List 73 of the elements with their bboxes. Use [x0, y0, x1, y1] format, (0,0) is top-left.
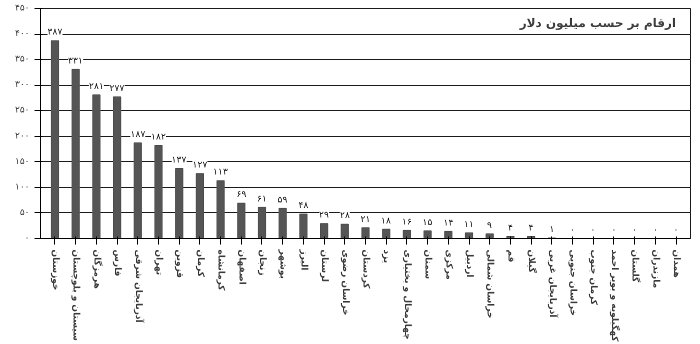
y-tick-label: ۰	[24, 234, 30, 244]
x-tick-label: گلستان	[630, 250, 642, 284]
x-tick-label: البرز	[298, 248, 308, 270]
x-tick-label: قزوین	[174, 250, 184, 278]
x-tick-label: هرمزگان	[91, 250, 104, 289]
x-tick-label: مازندران	[650, 250, 660, 288]
text: ارقام بر حسب میلیون دلار	[518, 16, 676, 30]
y-tick-label: ۲۵۰	[15, 106, 30, 116]
y-tick-label: ۲۰۰	[15, 131, 30, 142]
data-label: ۲۸	[340, 210, 350, 220]
data-label: ۱۱۳	[213, 166, 228, 177]
x-tick-label: قم	[505, 250, 516, 263]
x-tick-label: گیلان	[526, 250, 538, 274]
x-tick-label: مرکزی	[443, 250, 454, 280]
data-label: ۴	[528, 222, 534, 232]
data-label: ۱۵	[422, 216, 433, 227]
data-label: ۰	[590, 224, 596, 234]
x-tick-label: خراسان رضوی	[340, 250, 350, 316]
x-tick-label: خراسان شمالی	[484, 250, 495, 318]
x-tick-label: کرمانشاه	[216, 250, 226, 292]
data-label: ۰	[632, 224, 638, 234]
x-tick-label: همدان	[671, 250, 682, 278]
y-tick-label: ۴۰۰	[15, 29, 30, 40]
data-label: ۳۸۷	[47, 26, 62, 37]
x-tick-label: سیستان و بلوچستان	[70, 250, 81, 342]
x-tick-label: کرمان جنوب	[588, 250, 598, 306]
x-tick-label: آذربایجان غربی	[546, 250, 559, 318]
data-label: ۰	[652, 224, 658, 234]
x-tick-label: کرمان	[194, 250, 205, 278]
y-tick-label: ۴۵۰	[15, 4, 30, 14]
y-tick-label: ۳۰۰	[15, 80, 30, 90]
x-tick-label: یزد	[381, 250, 392, 264]
data-label: ۰	[570, 224, 576, 234]
data-label: ۱۶	[402, 216, 412, 226]
y-tick-label: ۱۵۰	[15, 156, 30, 167]
data-label: ۱	[549, 224, 554, 234]
x-tick-label: بوشهر	[278, 248, 288, 279]
data-label: ۱۸	[381, 215, 392, 226]
data-label: ۰	[674, 224, 679, 234]
data-label: ۰	[611, 224, 616, 234]
x-tick-label: لرستان	[319, 250, 330, 282]
data-label: ۴۸	[298, 200, 308, 210]
data-label: ۶۱	[256, 193, 267, 204]
data-label: ۲۸۱	[88, 80, 104, 91]
data-label: ۱۱	[464, 218, 474, 229]
x-tick-label: اصفهان	[236, 250, 246, 285]
data-label: ۵۹	[278, 194, 288, 204]
x-tick-label: آذربایجان شرقی	[132, 250, 145, 324]
data-label: ۲۱	[360, 214, 370, 224]
x-tick-label: زنجان	[256, 250, 267, 276]
x-tick-label: فارس	[112, 250, 122, 276]
data-label: ۱۴	[443, 217, 454, 228]
data-label: ۱۲۷	[192, 160, 208, 170]
data-label: ۱۸۷	[130, 128, 146, 139]
y-tick-label: ۳۵۰	[15, 54, 30, 65]
data-label: ۴	[508, 222, 513, 232]
y-tick-label: ۱۰۰	[15, 182, 30, 192]
y-tick-label: ۵۰	[20, 208, 30, 218]
data-label: ۶۹	[236, 189, 246, 200]
x-tick-label: کهگیلویه و بویر احمد	[608, 250, 621, 342]
data-label: ۲۹	[319, 210, 330, 220]
x-tick-label: خراسان جنوبی	[568, 250, 578, 316]
x-tick-label: اردبیل	[464, 250, 474, 278]
x-tick-label: تهران	[153, 250, 164, 276]
x-tick-label: چهارمحال و بختیاری	[402, 250, 412, 340]
data-label: ۲۷۷	[110, 82, 125, 93]
data-label: ۱۸۲	[150, 131, 166, 142]
data-label: ۹	[487, 220, 492, 230]
x-tick-label: خوزستان	[50, 250, 60, 290]
x-tick-label: سمنان	[422, 250, 433, 280]
x-tick-label: کردستان	[360, 250, 370, 290]
data-label: ۱۳۷	[172, 154, 187, 164]
data-label: ۳۳۱	[68, 55, 84, 66]
